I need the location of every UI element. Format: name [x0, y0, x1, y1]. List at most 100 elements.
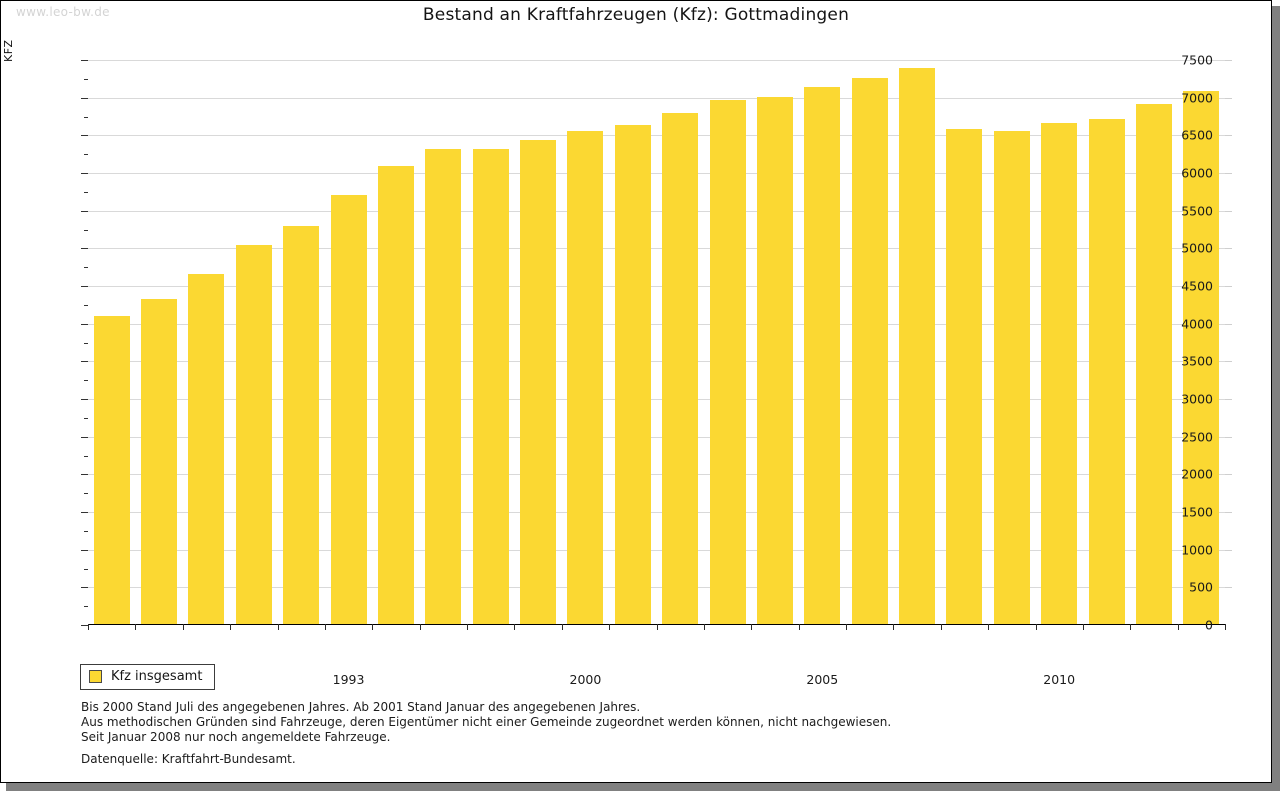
y-tick: [81, 361, 88, 363]
gridline: [88, 512, 1225, 513]
y-tick-minor: [84, 568, 88, 570]
y-axis-title: KFZ: [2, 39, 15, 62]
y-tick-label: 0: [1205, 617, 1213, 633]
x-tick: [798, 624, 800, 630]
y-tick-minor: [84, 455, 88, 457]
bar[interactable]: [472, 149, 509, 624]
bar[interactable]: [520, 139, 557, 624]
gridline: [88, 97, 1225, 99]
x-tick: [182, 624, 184, 630]
x-tick: [751, 624, 753, 630]
x-tick: [1130, 624, 1132, 630]
y-tick-label: 5000: [1181, 240, 1213, 256]
bar[interactable]: [946, 129, 983, 624]
bar[interactable]: [709, 99, 746, 624]
footnote-line: Seit Januar 2008 nur noch angemeldete Fa…: [81, 730, 391, 744]
bar[interactable]: [899, 68, 936, 624]
y-tick-label: 1500: [1181, 504, 1213, 520]
bar[interactable]: [93, 315, 130, 624]
y-tick-minor: [84, 304, 88, 306]
x-tick: [372, 624, 374, 630]
y-tick-right: [1225, 399, 1232, 400]
gridline: [88, 399, 1225, 400]
x-tick: [1035, 624, 1037, 630]
gridline: [88, 549, 1225, 551]
y-tick-label: 3500: [1181, 353, 1213, 369]
x-tick: [135, 624, 137, 630]
y-tick: [81, 399, 88, 400]
bar[interactable]: [377, 165, 414, 624]
y-tick-minor: [84, 116, 88, 118]
gridline: [88, 587, 1225, 589]
x-tick: [467, 624, 468, 630]
bar[interactable]: [235, 245, 272, 624]
y-tick-label: 7500: [1181, 52, 1213, 68]
y-tick-label: 3000: [1181, 391, 1213, 407]
y-tick-right: [1225, 587, 1232, 589]
x-tick: [277, 624, 279, 630]
footnote-line: Bis 2000 Stand Juli des angegebenen Jahr…: [81, 700, 641, 714]
bar[interactable]: [851, 77, 888, 624]
legend[interactable]: Kfz insgesamt: [80, 664, 216, 690]
legend-label: Kfz insgesamt: [111, 669, 203, 684]
y-tick-label: 7000: [1181, 90, 1213, 106]
bar[interactable]: [1041, 123, 1078, 624]
bar[interactable]: [804, 86, 841, 624]
y-tick-minor: [84, 267, 88, 269]
bar[interactable]: [567, 131, 604, 624]
y-tick: [81, 60, 88, 61]
x-tick-label: 2010: [1043, 672, 1076, 687]
gridline: [88, 173, 1225, 174]
x-tick-label: 1993: [332, 672, 365, 687]
y-tick-label: 2500: [1181, 429, 1213, 445]
y-tick-right: [1225, 549, 1232, 551]
x-tick: [88, 624, 89, 630]
y-tick-right: [1225, 248, 1232, 250]
gridline: [88, 248, 1225, 250]
y-tick-label: 2000: [1181, 466, 1213, 482]
x-tick: [230, 624, 232, 630]
y-tick-minor: [84, 380, 88, 382]
plot-area: [81, 60, 1232, 630]
bar[interactable]: [662, 113, 699, 624]
y-tick: [81, 474, 88, 476]
x-tick: [893, 624, 895, 630]
bar[interactable]: [330, 194, 367, 624]
bar[interactable]: [283, 226, 320, 624]
y-tick-minor: [84, 342, 88, 344]
bar[interactable]: [188, 274, 225, 624]
y-tick-right: [1225, 323, 1232, 325]
y-tick: [81, 173, 88, 174]
gridline: [88, 60, 1225, 61]
y-tick-right: [1225, 361, 1232, 363]
y-tick-right: [1225, 97, 1232, 99]
plot-wrapper: 0 500 1000 1500 2000 2500 3000 3500 4000 4500 5000…: [81, 53, 1232, 687]
x-tick: [561, 624, 563, 630]
y-tick-label: 6000: [1181, 165, 1213, 181]
y-tick-minor: [84, 606, 88, 608]
x-tick: [940, 624, 942, 630]
footnote-line: Aus methodischen Gründen sind Fahrzeuge,…: [81, 715, 892, 729]
gridline: [88, 135, 1225, 137]
bar[interactable]: [1135, 104, 1172, 624]
gridline: [88, 323, 1225, 325]
bar[interactable]: [1088, 118, 1125, 624]
y-tick: [81, 587, 88, 589]
x-tick-label: 2005: [806, 672, 839, 687]
y-tick-right: [1225, 512, 1232, 513]
bar[interactable]: [614, 125, 651, 624]
y-tick: [81, 135, 88, 137]
y-tick-label: 4500: [1181, 278, 1213, 294]
y-tick-minor: [84, 493, 88, 495]
gridline: [88, 436, 1225, 438]
bar[interactable]: [141, 298, 178, 624]
bar[interactable]: [425, 149, 462, 624]
x-tick: [846, 624, 847, 630]
x-tick: [656, 624, 658, 630]
y-tick-right: [1225, 436, 1232, 438]
bar[interactable]: [756, 96, 793, 624]
x-tick: [1082, 624, 1084, 630]
x-tick: [988, 624, 990, 630]
bar[interactable]: [1183, 91, 1220, 624]
bar[interactable]: [993, 130, 1030, 624]
